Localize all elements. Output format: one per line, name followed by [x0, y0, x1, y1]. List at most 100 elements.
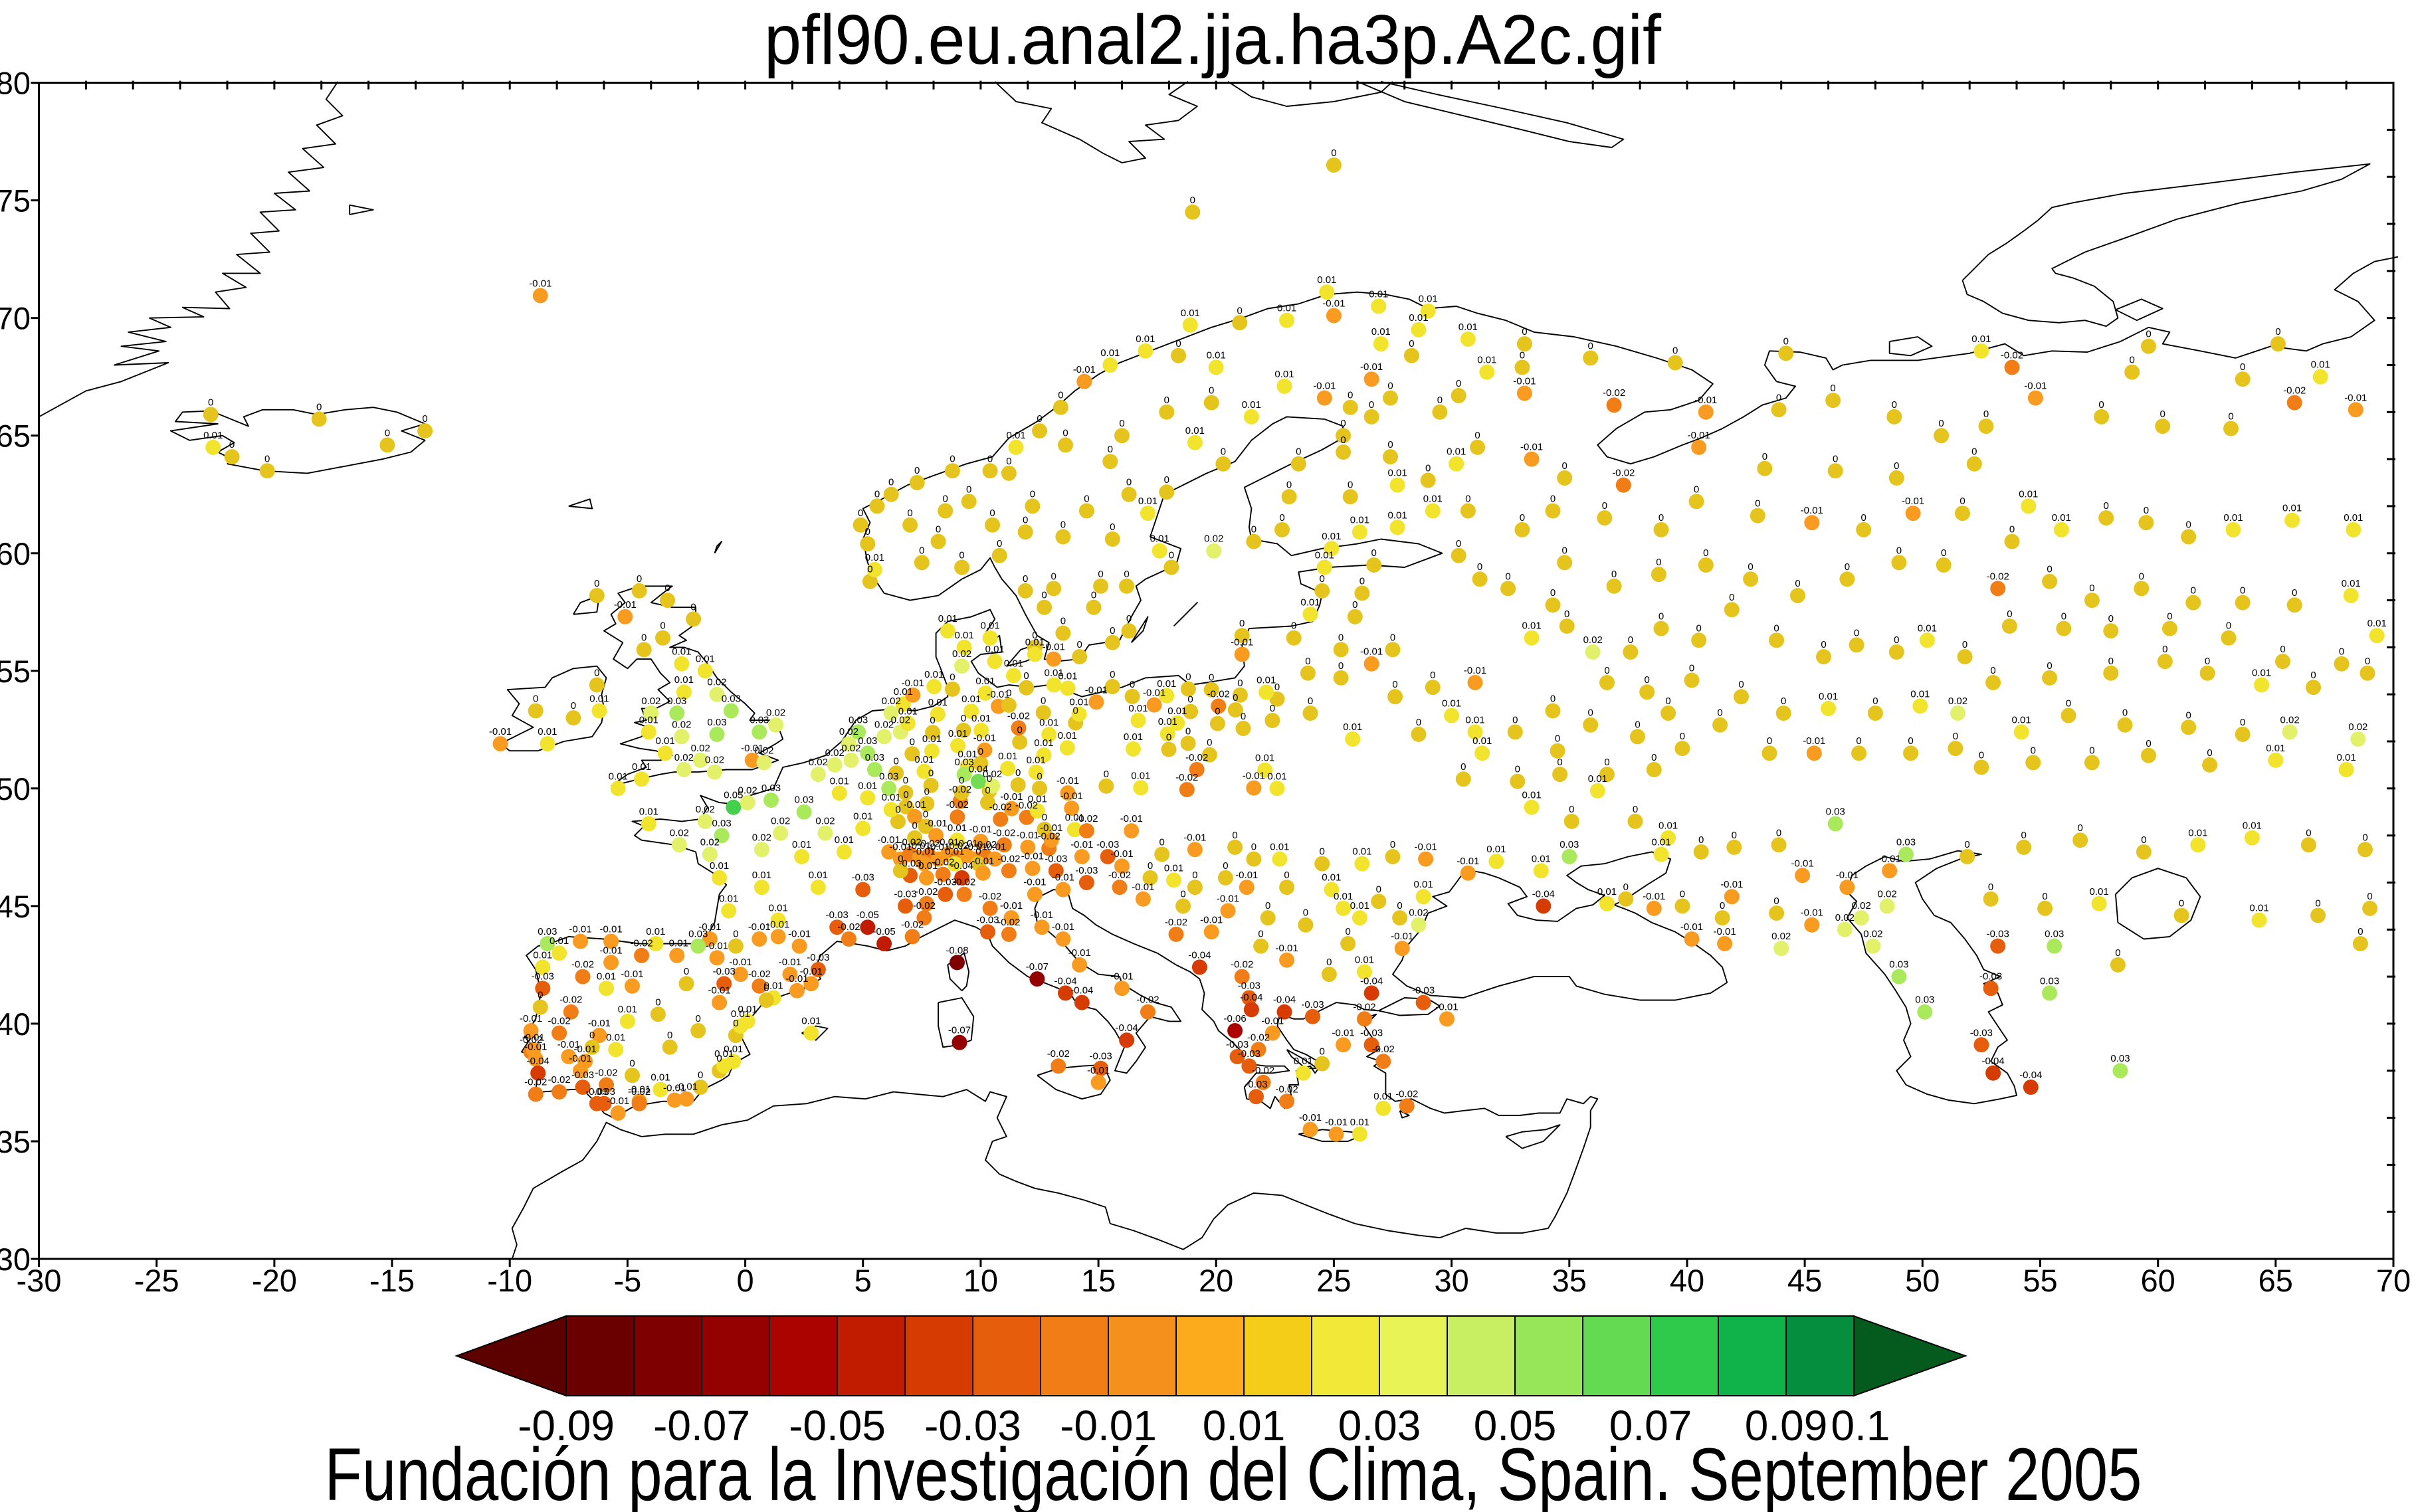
- svg-text:-0.01: -0.01: [1836, 870, 1859, 881]
- svg-text:0: 0: [1776, 392, 1781, 403]
- svg-text:0: 0: [1604, 665, 1609, 676]
- svg-text:-0.01: -0.01: [1464, 665, 1486, 676]
- svg-text:0.01: 0.01: [674, 674, 694, 686]
- svg-text:0.02: 0.02: [705, 755, 724, 766]
- svg-text:0.02: 0.02: [1204, 533, 1223, 545]
- svg-text:0: 0: [2066, 698, 2071, 709]
- svg-text:0: 0: [1645, 674, 1650, 686]
- svg-text:55: 55: [2023, 1263, 2057, 1298]
- svg-text:-0.01: -0.01: [1435, 1001, 1458, 1012]
- svg-text:-0.01: -0.01: [588, 1018, 611, 1029]
- svg-text:0.01: 0.01: [1472, 735, 1492, 747]
- svg-text:0: 0: [2186, 520, 2191, 531]
- svg-text:0: 0: [966, 484, 971, 495]
- svg-text:0: 0: [895, 804, 900, 815]
- svg-text:-0.02: -0.02: [630, 938, 653, 949]
- svg-text:0.02: 0.02: [754, 745, 773, 756]
- svg-text:-0.04: -0.04: [1981, 1056, 2004, 1067]
- svg-text:0.01: 0.01: [651, 1072, 670, 1084]
- svg-text:0: 0: [1651, 752, 1657, 763]
- svg-text:0.01: 0.01: [1207, 350, 1226, 361]
- svg-text:0.01: 0.01: [1409, 312, 1428, 324]
- svg-text:0.01: 0.01: [2367, 618, 2387, 629]
- svg-text:-0.02: -0.02: [1165, 917, 1187, 928]
- svg-text:0: 0: [1041, 590, 1047, 601]
- svg-text:0: 0: [1689, 663, 1694, 674]
- svg-text:0: 0: [1409, 338, 1414, 349]
- svg-text:50: 50: [1905, 1263, 1940, 1298]
- svg-text:-0.01: -0.01: [1021, 851, 1044, 862]
- svg-text:0.01: 0.01: [1910, 688, 1930, 700]
- svg-text:0: 0: [1258, 929, 1263, 940]
- svg-text:0: 0: [1073, 706, 1078, 717]
- svg-text:-0.01: -0.01: [1688, 430, 1710, 441]
- svg-text:-0.01: -0.01: [1068, 947, 1091, 959]
- svg-text:0.01: 0.01: [696, 653, 715, 664]
- svg-text:-0.04: -0.04: [1360, 975, 1383, 987]
- svg-text:0.03: 0.03: [1889, 959, 1908, 971]
- svg-text:-0.04: -0.04: [950, 860, 973, 872]
- svg-text:70: 70: [2376, 1263, 2411, 1298]
- svg-text:-0.02: -0.02: [979, 891, 1001, 902]
- svg-text:0.02: 0.02: [815, 816, 835, 827]
- svg-text:0: 0: [1098, 569, 1103, 580]
- svg-text:-0.03: -0.03: [1360, 1027, 1383, 1038]
- svg-text:0: 0: [1062, 427, 1068, 438]
- svg-text:0: 0: [1988, 882, 1993, 893]
- svg-text:0.01: 0.01: [1465, 714, 1484, 725]
- svg-text:0: 0: [2108, 656, 2114, 667]
- svg-text:0.01: 0.01: [954, 630, 973, 641]
- svg-text:-0.01: -0.01: [706, 940, 728, 951]
- svg-text:0: 0: [1602, 500, 1607, 512]
- svg-text:0: 0: [2078, 822, 2083, 834]
- svg-text:-0.03: -0.03: [1987, 929, 2009, 940]
- svg-text:0.01: 0.01: [2249, 903, 2268, 914]
- svg-text:0: 0: [987, 773, 992, 785]
- svg-text:0: 0: [2047, 660, 2052, 672]
- svg-text:-0.02: -0.02: [1075, 813, 1098, 824]
- svg-text:0: 0: [1830, 383, 1835, 394]
- svg-text:-0.01: -0.01: [1391, 931, 1413, 942]
- svg-text:0: 0: [1680, 888, 1685, 899]
- svg-text:0.01: 0.01: [550, 935, 569, 947]
- svg-text:0: 0: [2007, 609, 2012, 620]
- svg-text:0.01: 0.01: [914, 754, 934, 765]
- svg-text:0.03: 0.03: [722, 694, 741, 705]
- svg-text:0: 0: [1164, 474, 1169, 486]
- svg-text:0.03: 0.03: [2045, 929, 2064, 940]
- svg-text:-0.06: -0.06: [1223, 1013, 1246, 1024]
- svg-text:0.01: 0.01: [1025, 637, 1045, 648]
- svg-text:-0.01: -0.01: [1680, 921, 1703, 933]
- svg-text:0.03: 0.03: [1826, 806, 1845, 818]
- svg-text:-0.03: -0.03: [1238, 981, 1260, 992]
- svg-text:-0.02: -0.02: [1275, 1084, 1298, 1095]
- svg-text:0.01: 0.01: [1387, 510, 1407, 521]
- svg-text:0.01: 0.01: [639, 806, 658, 818]
- svg-text:0: 0: [975, 846, 981, 858]
- svg-text:0: 0: [2306, 827, 2311, 838]
- svg-text:0: 0: [1633, 804, 1638, 815]
- svg-text:0.01: 0.01: [1588, 773, 1607, 785]
- svg-text:0: 0: [1320, 573, 1325, 585]
- svg-text:0.01: 0.01: [1150, 533, 1169, 545]
- svg-text:0: 0: [690, 601, 696, 613]
- svg-text:0: 0: [637, 573, 642, 585]
- svg-text:0.01: 0.01: [538, 726, 557, 737]
- svg-text:-0.01: -0.01: [788, 929, 811, 940]
- svg-text:0: 0: [914, 465, 920, 476]
- svg-text:-0.01: -0.01: [1120, 813, 1143, 824]
- svg-text:0: 0: [2047, 564, 2052, 575]
- svg-text:0: 0: [629, 1058, 635, 1069]
- svg-text:0.02: 0.02: [1877, 888, 1896, 899]
- svg-text:-0.03: -0.03: [1412, 985, 1435, 996]
- svg-text:-0.02: -0.02: [1108, 870, 1131, 881]
- svg-text:0: 0: [2009, 524, 2015, 535]
- svg-text:0: 0: [2089, 745, 2094, 756]
- svg-text:0.02: 0.02: [874, 719, 894, 730]
- svg-text:0.02: 0.02: [1771, 931, 1791, 942]
- svg-text:0: 0: [1755, 498, 1760, 510]
- svg-text:35: 35: [1552, 1263, 1587, 1298]
- svg-text:0.01: 0.01: [1387, 468, 1407, 479]
- svg-text:0.01: 0.01: [1164, 862, 1183, 874]
- svg-text:0: 0: [2315, 898, 2320, 909]
